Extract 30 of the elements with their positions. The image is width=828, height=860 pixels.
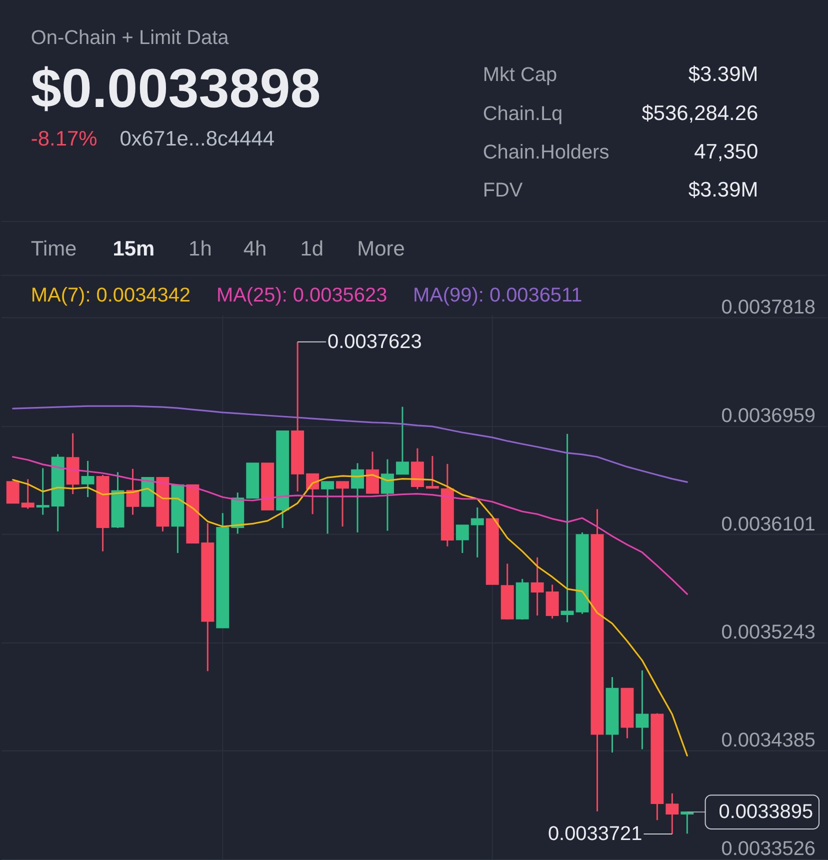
y-tick-label: 0.0034385: [721, 730, 816, 752]
text: Chain.Holders: [482, 142, 610, 164]
annotation: 0.0037623: [328, 330, 422, 353]
text: More: [357, 237, 405, 260]
text: MA(7): 0.0034342: [30, 284, 191, 306]
text: FDV: [482, 180, 524, 202]
text: $3.39M: [688, 178, 758, 202]
text: Time: [30, 237, 77, 260]
y-tick-label: 0.0033526: [721, 838, 816, 860]
text: MA(25): 0.0035623: [216, 284, 388, 306]
text: $536,284.26: [642, 102, 758, 125]
text: 1d: [300, 237, 324, 260]
text: $0.0033898: [30, 56, 321, 119]
text: 4h: [243, 237, 267, 260]
y-tick-label: 0.0037818: [721, 296, 816, 319]
y-tick-label: 0.0036959: [721, 405, 816, 428]
text: MA(99): 0.0036511: [413, 284, 582, 306]
text: 0x671e...8c4444: [120, 128, 275, 151]
text: $3.39M: [688, 62, 758, 86]
y-tick-label: 0.0035243: [721, 622, 816, 644]
text: -8.17%: [30, 128, 98, 151]
text: 0.0033895: [718, 801, 814, 824]
text: 1h: [188, 237, 212, 260]
text: 15m: [112, 237, 155, 260]
annotation: 0.0033721: [548, 822, 642, 845]
text: 47,350: [694, 140, 758, 164]
text: Chain.Lq: [482, 102, 563, 125]
text: Mkt Cap: [482, 64, 558, 86]
text: On-Chain + Limit Data: [30, 26, 230, 49]
y-tick-label: 0.0036101: [721, 513, 816, 536]
